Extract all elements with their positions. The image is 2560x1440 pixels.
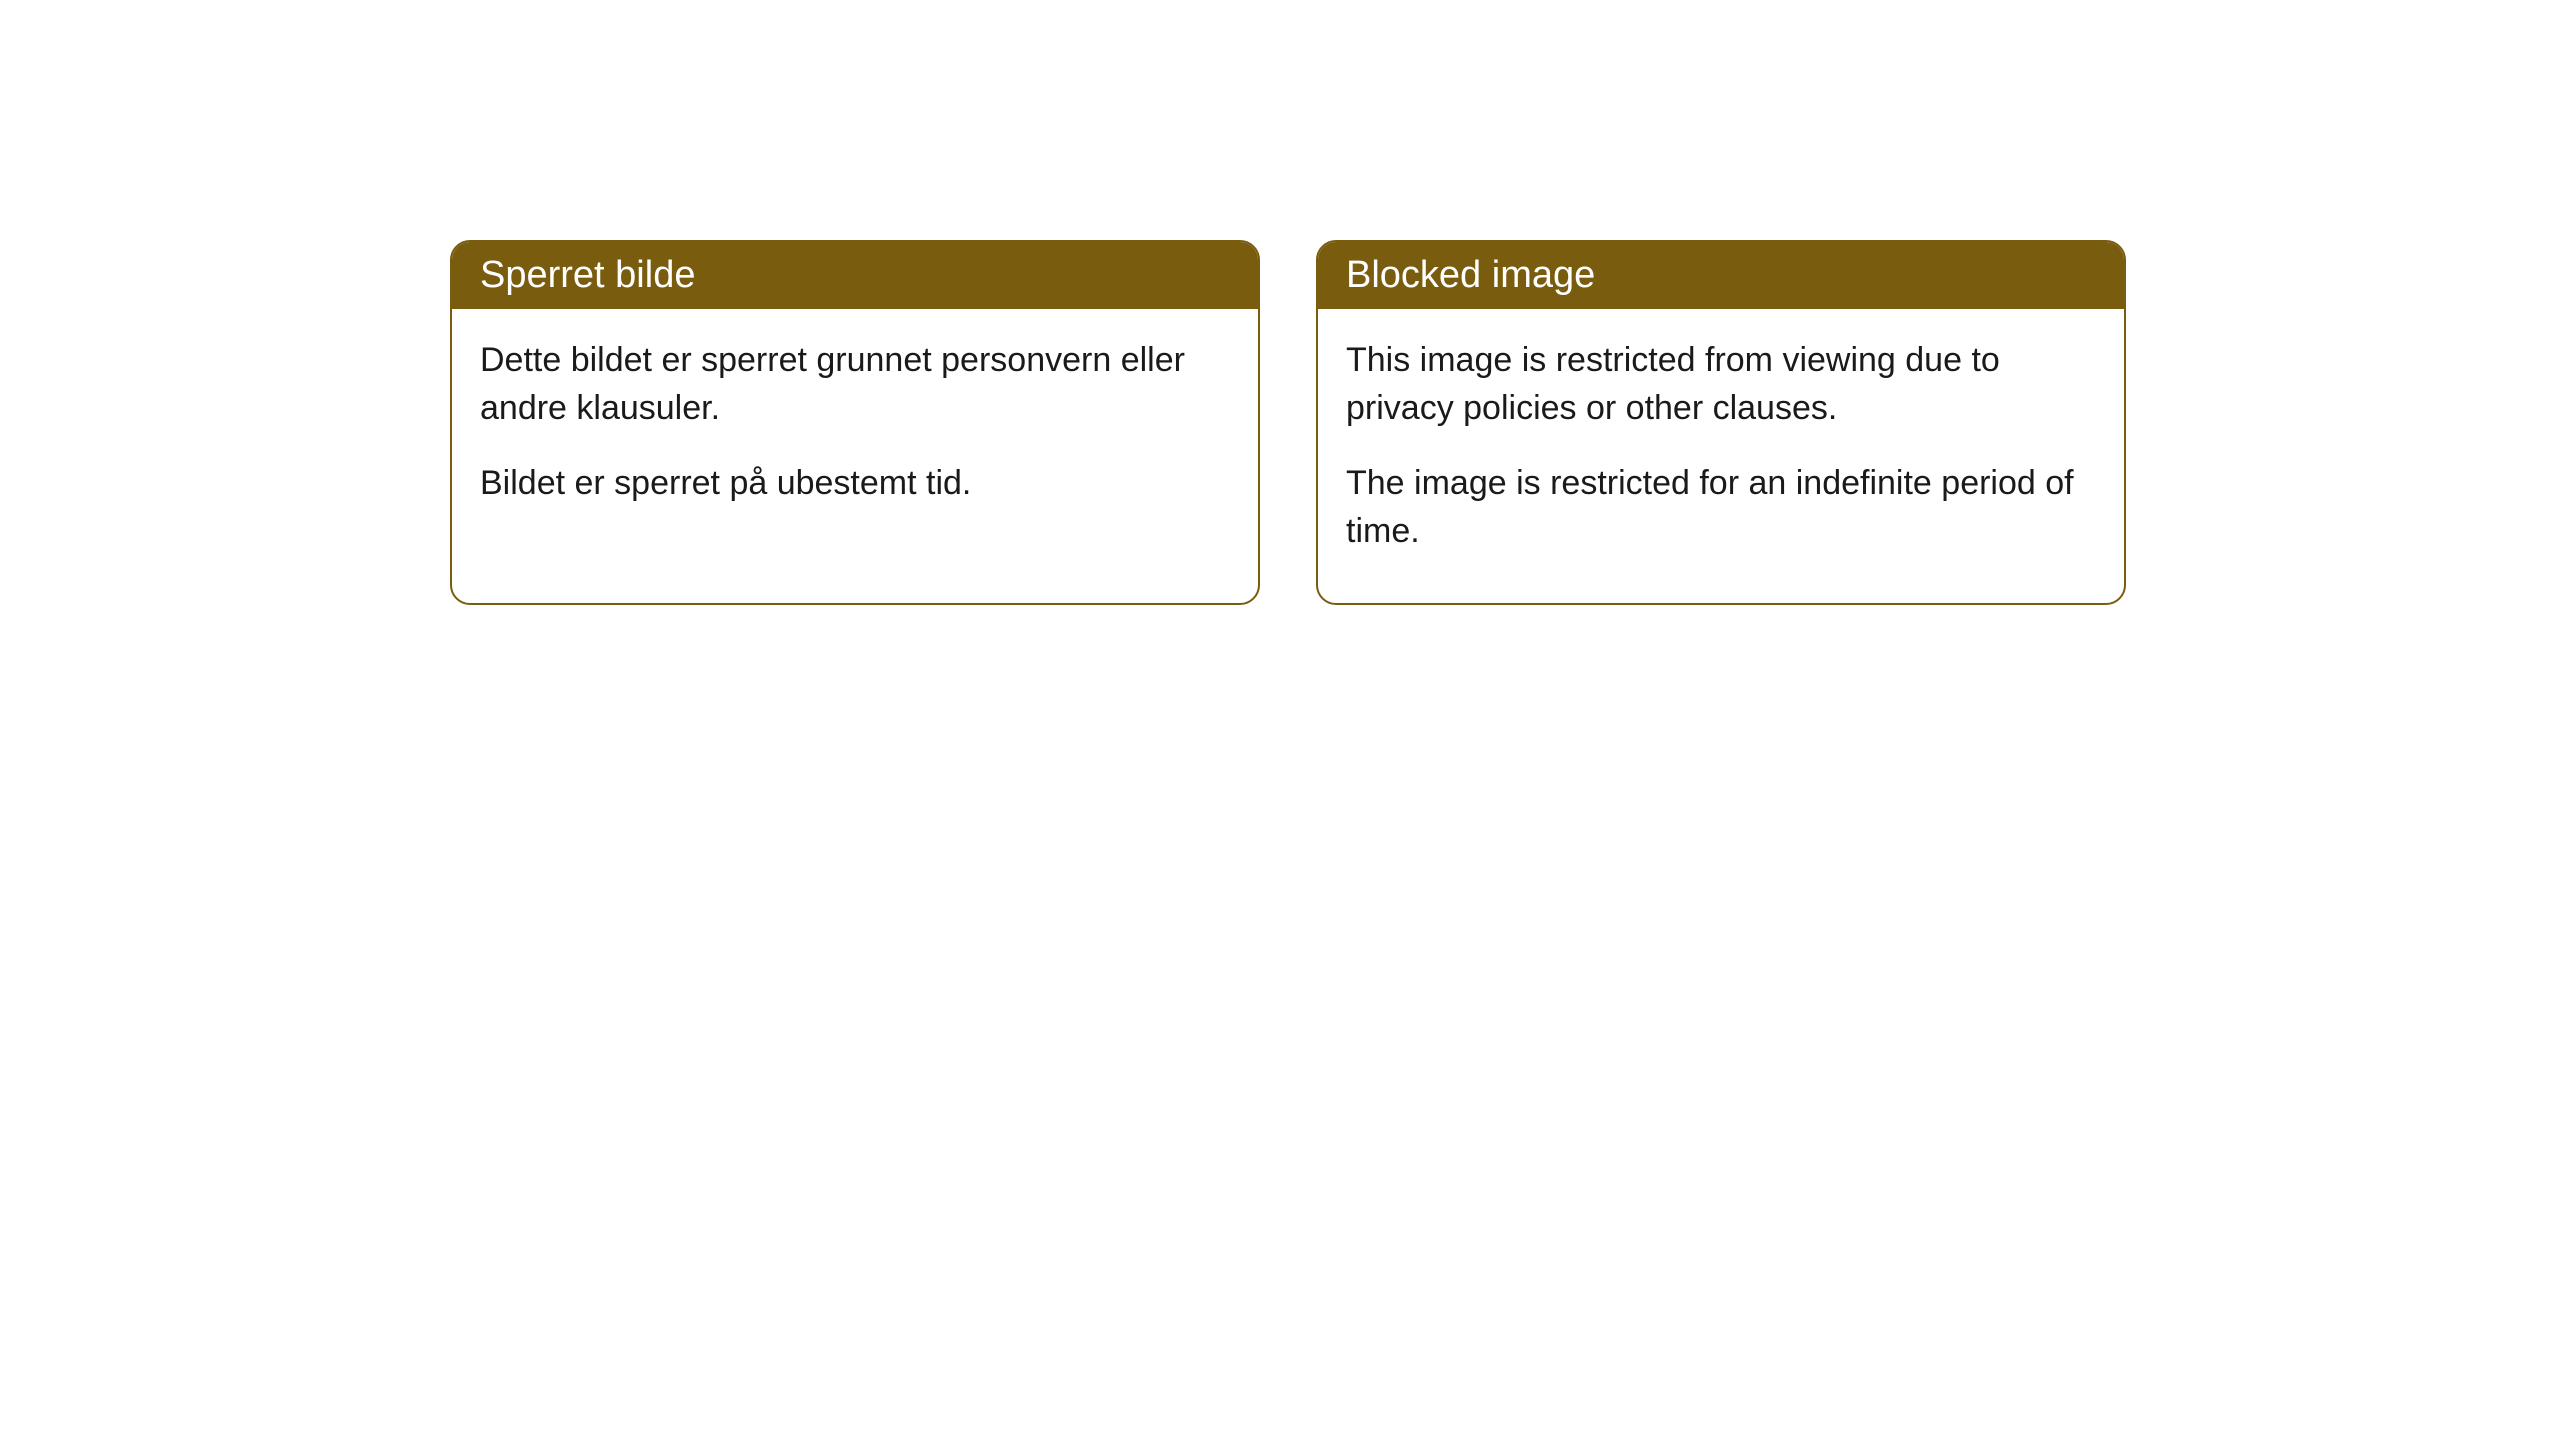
blocked-image-card-en: Blocked image This image is restricted f… xyxy=(1316,240,2126,605)
card-text-en-1: This image is restricted from viewing du… xyxy=(1346,337,2096,432)
card-header-no: Sperret bilde xyxy=(452,242,1258,309)
card-header-en: Blocked image xyxy=(1318,242,2124,309)
card-body-no: Dette bildet er sperret grunnet personve… xyxy=(452,309,1258,556)
card-text-no-1: Dette bildet er sperret grunnet personve… xyxy=(480,337,1230,432)
notice-container: Sperret bilde Dette bildet er sperret gr… xyxy=(0,0,2560,605)
card-body-en: This image is restricted from viewing du… xyxy=(1318,309,2124,603)
card-text-no-2: Bildet er sperret på ubestemt tid. xyxy=(480,460,1230,508)
card-text-en-2: The image is restricted for an indefinit… xyxy=(1346,460,2096,555)
blocked-image-card-no: Sperret bilde Dette bildet er sperret gr… xyxy=(450,240,1260,605)
